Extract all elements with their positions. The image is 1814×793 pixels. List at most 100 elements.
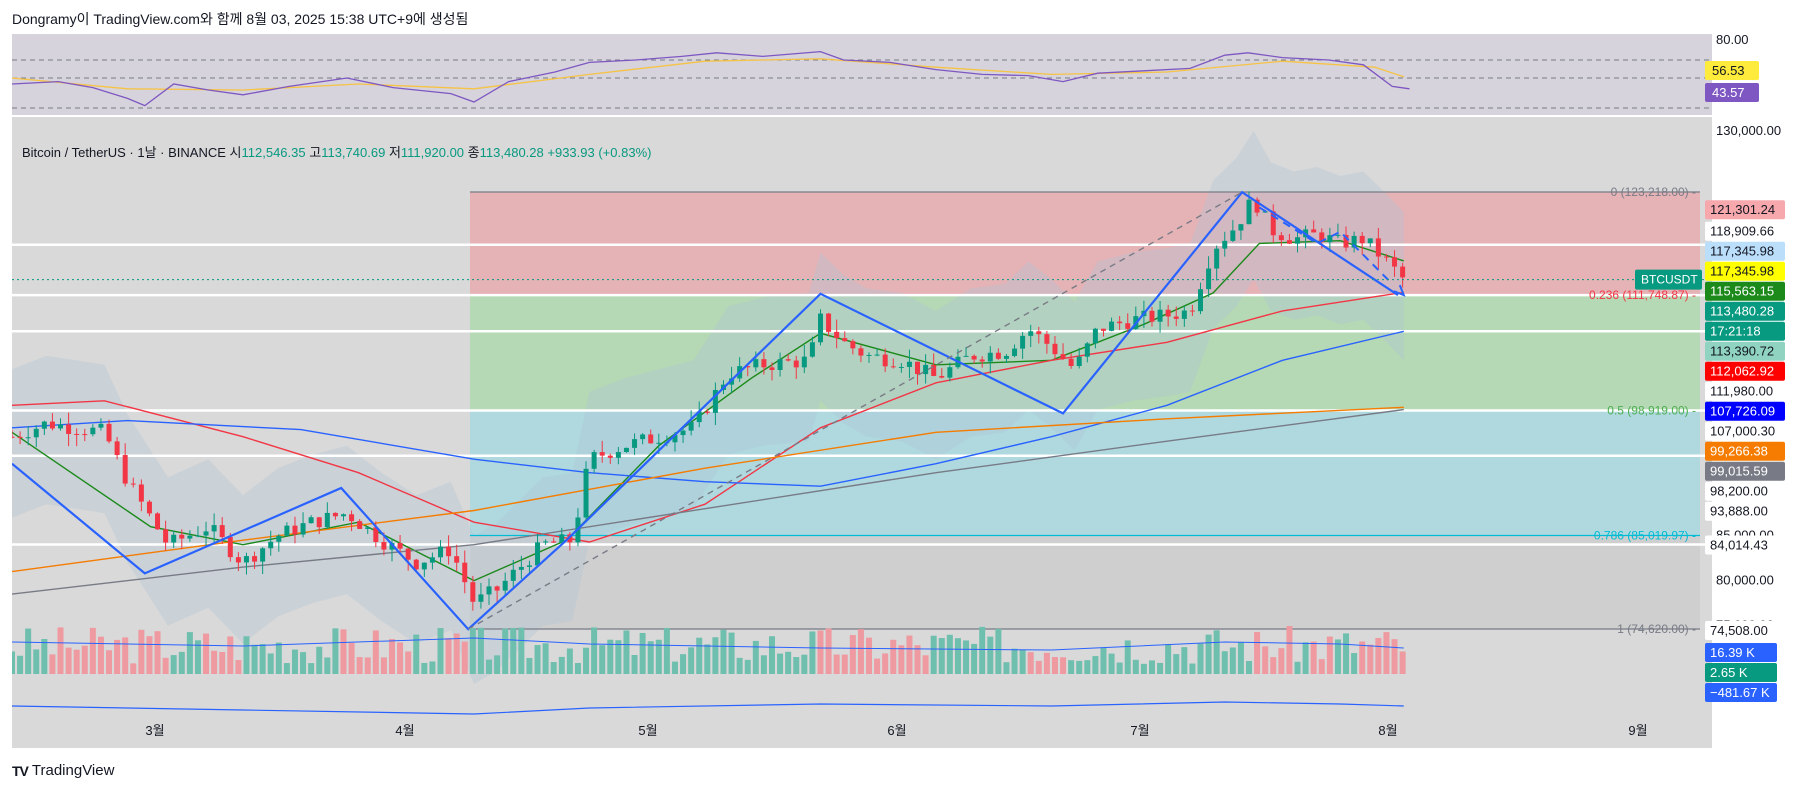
volume-bar [445,638,452,674]
price-label-text: 113,390.72 [1710,344,1774,359]
price-label-box [1705,361,1785,381]
price-label-box [1705,621,1785,641]
volume-bar [267,653,274,674]
volume-bar [380,657,387,674]
price-label-box [1705,281,1785,301]
candle-body [1367,238,1373,244]
candle-body [526,565,532,567]
volume-bar [1100,647,1107,674]
volume-bar [97,636,104,674]
candle-body [1343,234,1349,248]
price-label-text: 99,015.59 [1710,464,1768,479]
price-label-box [1705,441,1785,461]
fib-label-2: 0.5 (98,919.00) - [1607,404,1696,418]
volume-label-box [1705,663,1777,682]
candle-body [882,354,888,367]
candle-body [939,375,945,378]
volume-bar [340,629,347,674]
candle-body [809,342,815,357]
volume-bar [785,651,792,674]
volume-bar [1367,644,1374,674]
time-tick: 6월 [887,723,906,738]
volume-bar [203,633,210,674]
candle-body [470,582,476,602]
candle-body [777,359,783,370]
volume-bar [1003,662,1010,674]
volume-bar [1383,632,1390,674]
volume-ma-line [12,637,1404,651]
candle-body [74,433,80,435]
volume-bar [12,651,15,674]
volume-bar [591,627,598,674]
volume-bar [1027,652,1034,674]
volume-bar [777,653,784,674]
pattern-subwave [1258,206,1393,285]
candle-body [324,512,330,528]
candle-body [599,452,605,456]
volume-bar [744,659,751,674]
price-label-box [1705,461,1785,481]
volume-bar [1035,660,1042,674]
volume-bar [1076,660,1083,674]
candle-body [300,523,306,535]
volume-bar [938,638,945,674]
candle-body [761,359,767,368]
volume-bar [1011,648,1018,674]
volume-bar [154,631,161,674]
volume-bar [275,642,282,674]
volume-bar [146,636,153,674]
candle-body [146,501,152,514]
volume-bar [308,663,315,674]
price-label-box [1705,535,1785,555]
candle-body [1230,230,1236,241]
volume-bar [89,627,96,674]
candle-body [357,521,363,529]
candle-body [987,352,993,362]
candle-body [712,389,718,413]
tradingview-logo[interactable]: TV TradingView [12,762,114,779]
candle-body [462,562,468,583]
candle-body [405,548,411,560]
price-label-text: 84,014.43 [1710,538,1768,553]
candle-body [656,442,662,444]
volume-bar [607,639,614,674]
candle-body [268,541,274,549]
candle-body [672,435,678,443]
volume-bar [41,638,48,674]
candle-body [33,428,39,438]
candle-body [308,517,314,524]
volume-bar [437,628,444,674]
volume-bar [227,636,234,674]
volume-bar [510,627,517,674]
candle-body [1375,238,1381,257]
volume-bar [316,646,323,674]
volume-bar [178,651,185,674]
volume-bar [1165,644,1172,674]
volume-bar [663,627,670,674]
price-label-box [1705,341,1785,361]
candle-body [1117,321,1123,324]
volume-bar [235,660,242,674]
volume-bar [671,661,678,674]
volume-bar [946,634,953,674]
rsi-panel [12,34,1712,116]
volume-bar [1391,639,1398,674]
volume-label-text: 2.65 K [1710,665,1748,680]
candle-body [801,356,807,368]
candle-body [915,361,921,375]
candle-body [421,562,427,570]
volume-bar [1294,661,1301,674]
volume-bar [1310,641,1317,674]
price-label-text: 115,563.15 [1710,284,1774,299]
volume-bar [583,647,590,674]
volume-bar [841,654,848,674]
price-label-text: 107,726.09 [1710,404,1775,419]
volume-bar [704,644,711,674]
volume-bar [348,642,355,674]
price-label-text: 112,062.92 [1710,364,1774,379]
volume-bar [534,645,541,674]
volume-bar [615,640,622,674]
candle-body [1327,235,1333,243]
volume-bar [849,635,856,674]
